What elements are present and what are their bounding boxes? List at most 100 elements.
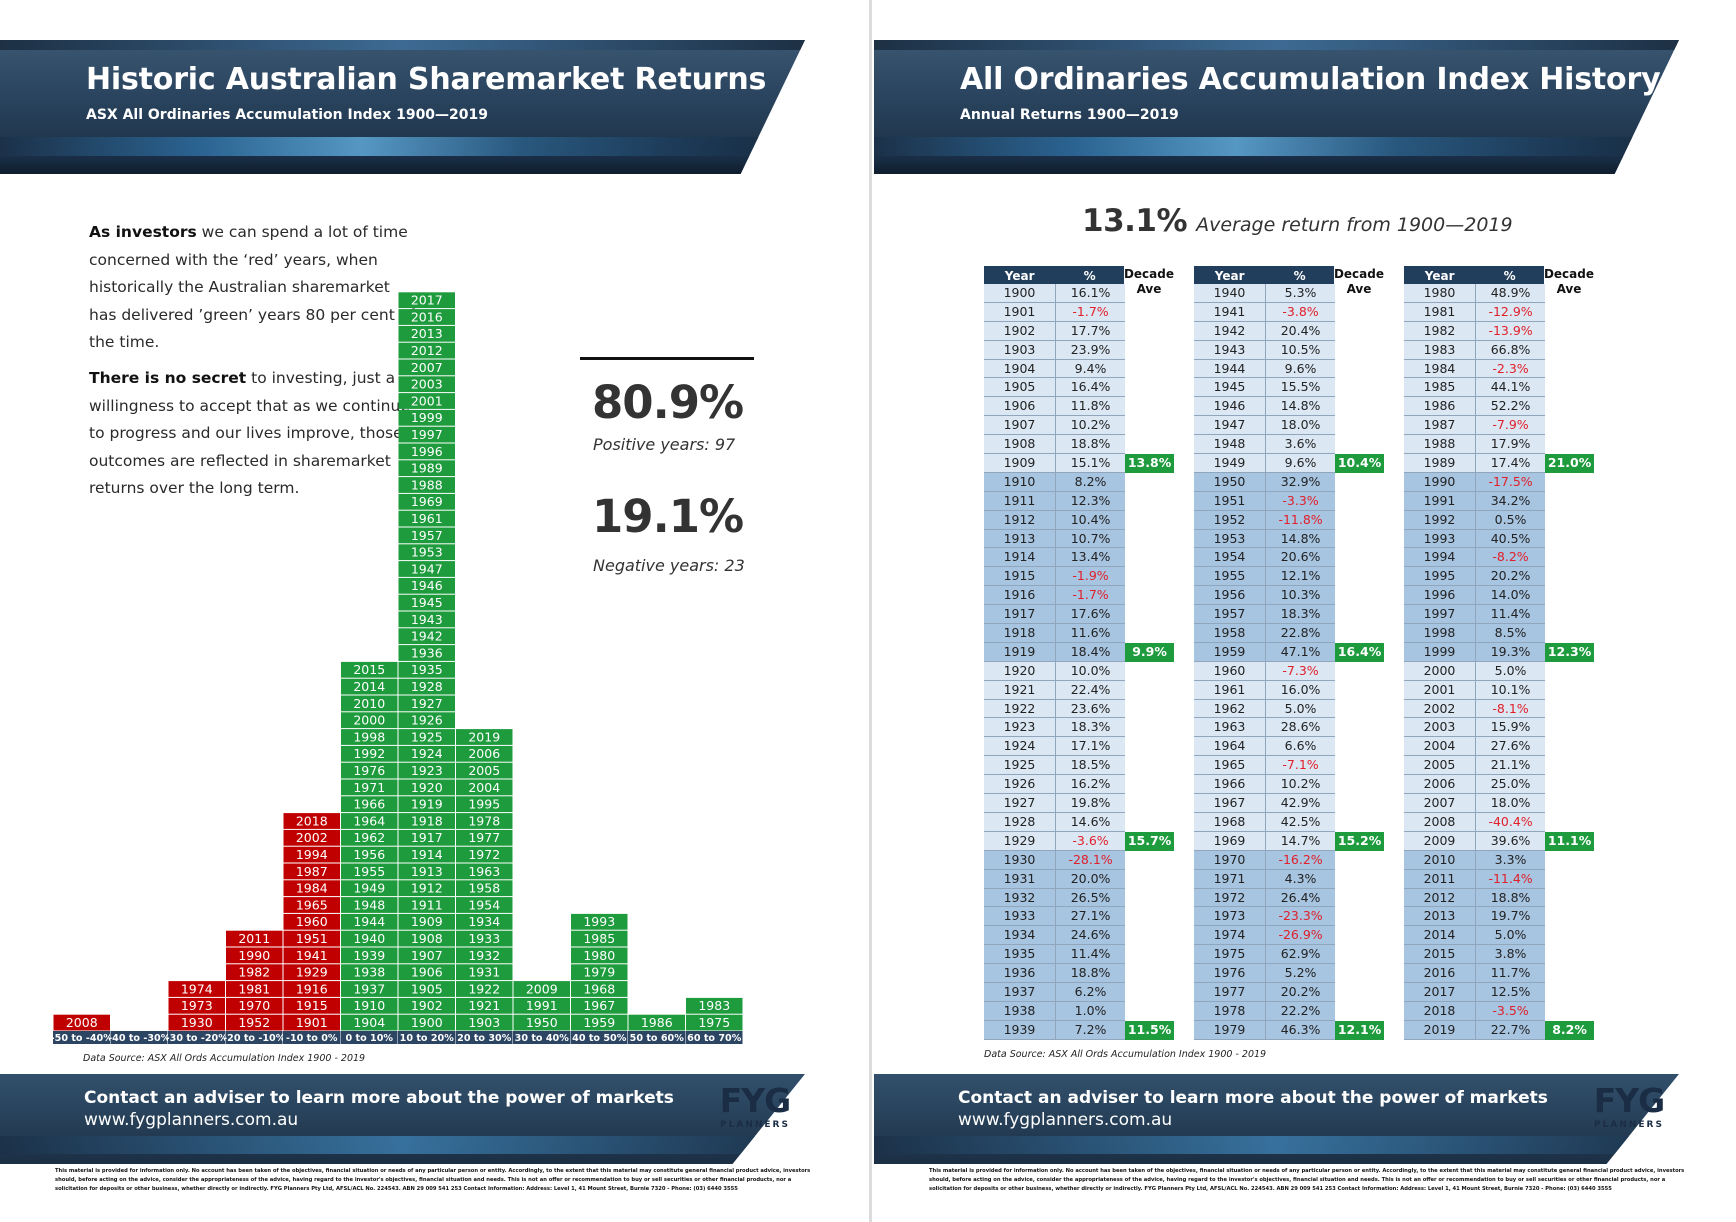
left-page-title: Historic Australian Sharemarket Returns: [86, 62, 767, 97]
cell-return: 12.5%: [1475, 982, 1546, 1002]
cell-return: 18.4%: [1055, 642, 1126, 662]
table-row: 1943 10.5%: [1194, 340, 1384, 360]
table-row: 2009 39.6% 11.1%: [1404, 831, 1594, 851]
histogram-cell: [398, 880, 455, 897]
histogram-year-label: 2015: [353, 662, 385, 677]
table-row: 1966 10.2%: [1194, 775, 1384, 795]
cell-year: 1925: [984, 756, 1056, 776]
histogram-cell: [341, 1014, 398, 1031]
website-link[interactable]: www.fygplanners.com.au: [84, 1110, 299, 1130]
cell-decade-ave: [1545, 794, 1594, 813]
table-row: 1994 -8.2%: [1404, 548, 1594, 568]
cell-year: 1903: [984, 340, 1056, 360]
cell-return: -3.6%: [1055, 831, 1126, 851]
table-row: 1975 62.9%: [1194, 945, 1384, 965]
histogram-year-label: 1914: [411, 847, 443, 862]
table-row: 1907 10.2%: [984, 416, 1174, 436]
cell-return: 8.5%: [1475, 624, 1546, 643]
histogram-cell: [226, 964, 283, 981]
histogram-cell: [571, 1014, 628, 1031]
histogram-cell: [398, 997, 455, 1014]
histogram-cell: [398, 813, 455, 829]
intro-p1-bold: As investors: [89, 223, 197, 241]
histogram-year-label: 1972: [468, 847, 500, 862]
histogram-cell: [456, 745, 513, 762]
cell-year: 1956: [1194, 586, 1266, 606]
cell-decade-ave: [1125, 907, 1174, 927]
histogram-year-label: 1933: [468, 931, 500, 946]
cell-year: 2012: [1404, 888, 1476, 908]
cell-return: 11.7%: [1475, 964, 1546, 983]
cell-return: 5.2%: [1265, 964, 1336, 983]
histogram-year-label: 1949: [353, 881, 385, 896]
table-row: 1948 3.6%: [1194, 435, 1384, 455]
cell-decade-ave: 8.2%: [1545, 1020, 1594, 1040]
table-row: 2015 3.8%: [1404, 945, 1594, 965]
table-row: 1931 20.0%: [984, 869, 1174, 889]
table-row: 1945 15.5%: [1194, 378, 1384, 398]
histogram-cell: [456, 964, 513, 981]
cell-decade-ave: [1125, 472, 1174, 492]
table-row: 2007 18.0%: [1404, 794, 1594, 813]
cell-return: 9.6%: [1265, 454, 1336, 473]
histogram-year-label: 1947: [411, 561, 443, 576]
table-row: 2014 5.0%: [1404, 926, 1594, 946]
right-disclaimer: This material is provided for informatio…: [929, 1168, 1685, 1192]
table-row: 1937 6.2%: [984, 982, 1174, 1002]
histogram-axis-segment: [628, 1031, 685, 1044]
cell-return: 25.0%: [1475, 775, 1546, 795]
histogram-cell: [571, 997, 628, 1014]
cell-decade-ave: [1335, 737, 1384, 757]
cell-decade-ave: [1545, 359, 1594, 379]
histogram-cell: [456, 779, 513, 796]
table-row: 1958 22.8%: [1194, 624, 1384, 643]
table-row: 1941 -3.8%: [1194, 302, 1384, 322]
cell-return: 44.1%: [1475, 378, 1546, 398]
stats-divider: [580, 357, 754, 360]
table-row: 1924 17.1%: [984, 737, 1174, 757]
cell-return: 9.4%: [1055, 359, 1126, 379]
cell-year: 1923: [984, 718, 1056, 738]
histogram-year-label: 1999: [411, 410, 443, 425]
histogram-cell: [341, 661, 398, 678]
histogram-cell: [571, 981, 628, 997]
table-row: 1910 8.2%: [984, 472, 1174, 492]
cell-year: 1936: [984, 964, 1056, 983]
histogram-year-label: 2012: [411, 343, 443, 358]
histogram-cell: [226, 997, 283, 1014]
histogram-cell: [398, 477, 455, 493]
cell-return: 3.8%: [1475, 945, 1546, 965]
histogram-year-label: 1907: [411, 948, 443, 963]
cell-return: 27.6%: [1475, 737, 1546, 757]
cell-decade-ave: [1335, 680, 1384, 700]
histogram-axis-segment: [455, 1031, 513, 1044]
cell-return: 13.4%: [1055, 548, 1126, 568]
histogram-year-label: 1957: [411, 528, 443, 543]
histogram-cell: [168, 997, 225, 1014]
histogram-year-label: 2008: [66, 1015, 98, 1030]
cell-return: 22.8%: [1265, 624, 1336, 643]
cell-return: 48.9%: [1475, 284, 1546, 303]
table-row: 1946 14.8%: [1194, 397, 1384, 417]
cell-decade-ave: [1335, 321, 1384, 341]
histogram-year-label: 1994: [296, 847, 328, 862]
cell-return: 42.9%: [1265, 794, 1336, 813]
histogram-cell: [341, 913, 398, 930]
cell-year: 1930: [984, 850, 1056, 870]
histogram-year-label: 2014: [353, 679, 385, 694]
cell-year: 1988: [1404, 435, 1476, 455]
histogram-cell: [398, 1014, 455, 1031]
histogram-cell: [398, 981, 455, 997]
cell-return: 6.6%: [1265, 737, 1336, 757]
cell-decade-ave: [1545, 869, 1594, 889]
cell-return: 10.7%: [1055, 529, 1126, 549]
table-row: 1954 20.6%: [1194, 548, 1384, 568]
table-row: 1927 19.8%: [984, 794, 1174, 813]
histogram-year-label: 1920: [411, 780, 443, 795]
right-page-title: All Ordinaries Accumulation Index Histor…: [960, 62, 1661, 97]
cell-return: 46.3%: [1265, 1020, 1336, 1040]
cell-decade-ave: [1335, 775, 1384, 795]
cell-year: 2016: [1404, 964, 1476, 983]
website-link-right[interactable]: www.fygplanners.com.au: [958, 1110, 1173, 1130]
cell-return: 15.1%: [1055, 454, 1126, 473]
